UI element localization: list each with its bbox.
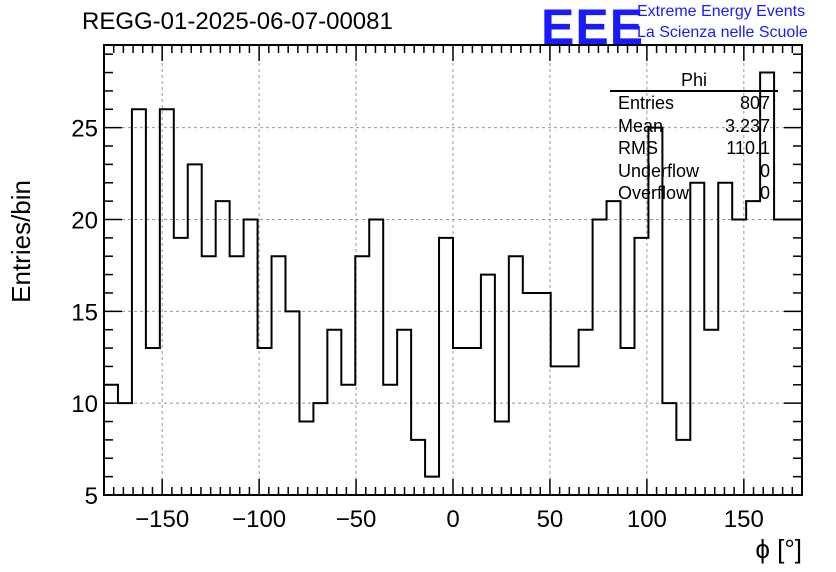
x-tick-label: −100 (232, 506, 286, 533)
y-tick-label: 15 (71, 299, 98, 326)
stats-label: Mean (618, 115, 664, 136)
x-tick-label: 0 (446, 506, 459, 533)
x-axis-label: ϕ [°] (755, 534, 802, 564)
stats-value: 3.237 (724, 115, 770, 136)
stats-value: 110.1 (726, 138, 770, 158)
stats-box: Phi Entries 807 Mean 3.237 RMS 110.1 Und… (610, 70, 778, 205)
stats-row: Overflow 0 (610, 182, 778, 205)
chart-title: REGG-01-2025-06-07-00081 (82, 8, 393, 35)
y-tick-label: 20 (71, 207, 98, 234)
x-tick-label: 100 (627, 506, 667, 533)
y-tick-label: 5 (85, 483, 98, 510)
grid (104, 45, 802, 495)
x-tick-label: −150 (135, 506, 189, 533)
stats-label: RMS (618, 138, 658, 158)
stats-label: Entries (618, 93, 675, 113)
x-tick-label: 50 (537, 506, 564, 533)
stats-label: Overflow (618, 183, 690, 203)
stats-value: 0 (759, 160, 770, 181)
y-tick-labels: 5 10 15 20 25 (71, 116, 98, 510)
y-axis-label: Entries/bin (6, 180, 36, 303)
axis-ticks (104, 45, 803, 496)
stats-title: Phi (610, 70, 778, 92)
x-tick-labels: −150 −100 −50 0 50 100 150 (135, 506, 764, 533)
stats-value: 807 (739, 93, 770, 113)
stats-row: Entries 807 (610, 92, 778, 115)
y-tick-label: 25 (71, 116, 98, 143)
x-tick-label: −50 (336, 506, 377, 533)
logo-line-2: La Scienza nelle Scuole (637, 24, 808, 41)
stats-row: RMS 110.1 (610, 137, 778, 160)
eee-logo: EEE (541, 0, 645, 55)
stats-label: Underflow (618, 160, 700, 181)
stats-row: Mean 3.237 (610, 115, 778, 138)
histogram-series (104, 71, 802, 478)
stats-value: 0 (759, 183, 770, 203)
y-tick-label: 10 (71, 391, 98, 418)
logo-line-1: Extreme Energy Events (637, 3, 806, 20)
stats-row: Underflow 0 (610, 160, 778, 183)
x-tick-label: 150 (724, 506, 764, 533)
